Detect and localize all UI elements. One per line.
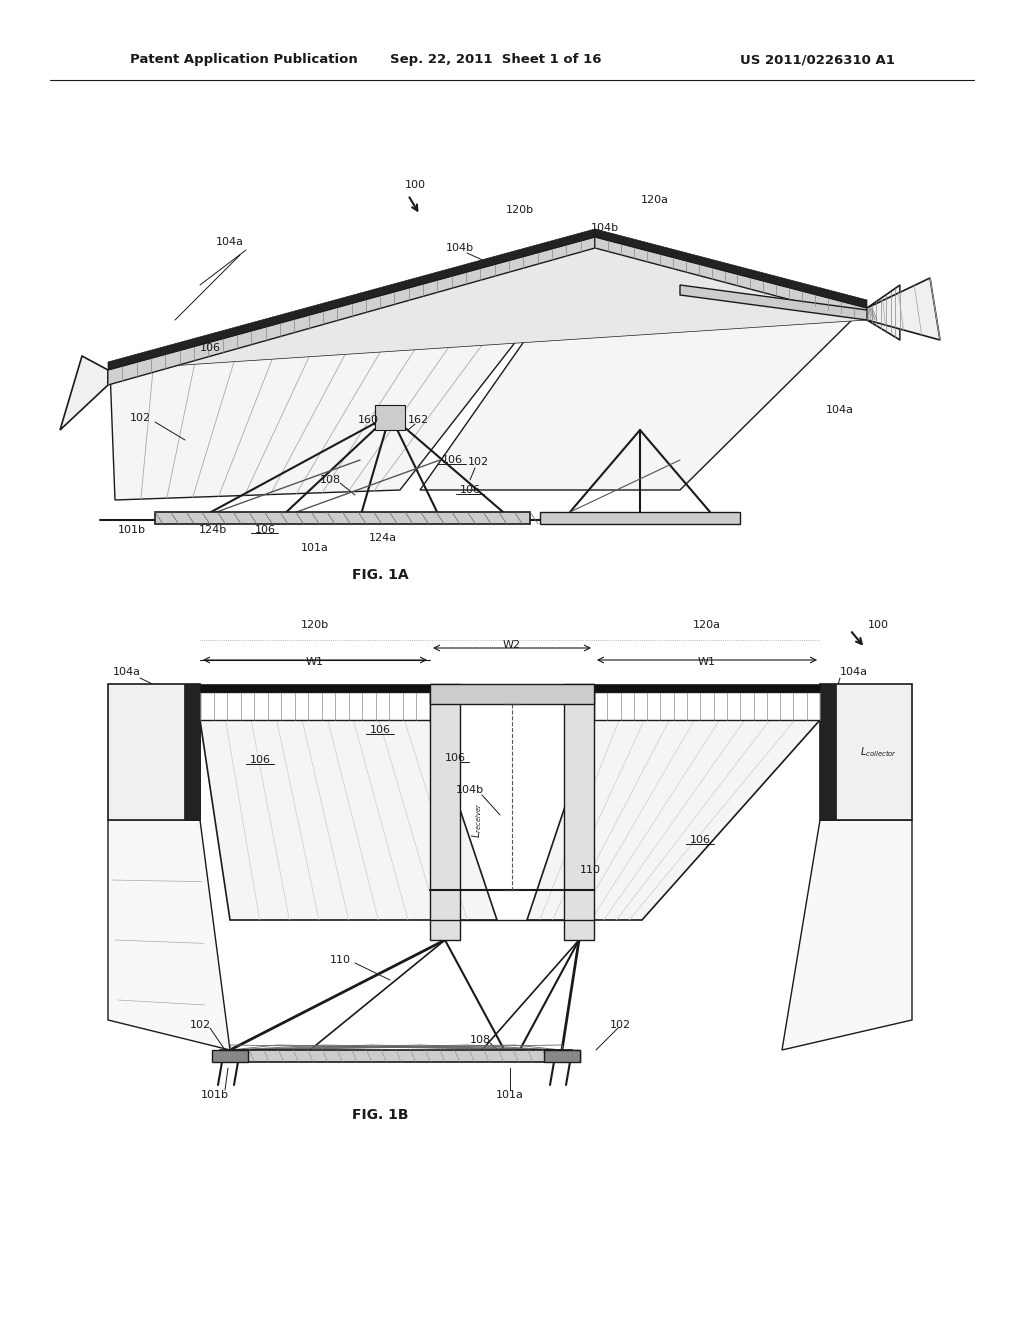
Text: 120a: 120a <box>641 195 669 205</box>
Text: 124a: 124a <box>369 533 397 543</box>
Polygon shape <box>108 684 200 820</box>
Text: 108: 108 <box>469 1035 490 1045</box>
Text: W2: W2 <box>503 640 521 649</box>
Polygon shape <box>220 1049 572 1063</box>
Polygon shape <box>820 684 836 820</box>
Text: 110: 110 <box>580 865 600 875</box>
Text: 100: 100 <box>404 180 426 190</box>
Text: FIG. 1A: FIG. 1A <box>351 568 409 582</box>
Polygon shape <box>184 684 200 820</box>
Text: 160: 160 <box>357 414 379 425</box>
Text: $L_{collector}$: $L_{collector}$ <box>860 744 897 759</box>
Text: Sep. 22, 2011  Sheet 1 of 16: Sep. 22, 2011 Sheet 1 of 16 <box>390 54 601 66</box>
Text: 108: 108 <box>319 475 341 484</box>
Polygon shape <box>60 356 108 430</box>
Text: 106: 106 <box>441 455 463 465</box>
Text: 120a: 120a <box>693 620 721 630</box>
Text: 106: 106 <box>255 525 275 535</box>
Polygon shape <box>544 1049 580 1063</box>
Polygon shape <box>108 238 867 370</box>
Polygon shape <box>200 684 430 692</box>
Polygon shape <box>430 684 594 704</box>
Text: 120b: 120b <box>506 205 535 215</box>
Text: 102: 102 <box>609 1020 631 1030</box>
Text: 106: 106 <box>689 836 711 845</box>
Polygon shape <box>108 820 230 1049</box>
Polygon shape <box>420 240 862 490</box>
Polygon shape <box>375 405 406 430</box>
Text: 104a: 104a <box>113 667 141 677</box>
Polygon shape <box>867 285 900 341</box>
Text: 102: 102 <box>467 457 488 467</box>
Polygon shape <box>108 228 595 370</box>
Text: FIG. 1B: FIG. 1B <box>352 1107 409 1122</box>
Text: 101a: 101a <box>301 543 329 553</box>
Text: 104a: 104a <box>840 667 868 677</box>
Text: 104b: 104b <box>591 223 620 234</box>
Text: 104b: 104b <box>456 785 484 795</box>
Polygon shape <box>155 512 530 524</box>
Polygon shape <box>108 238 595 385</box>
Text: 110: 110 <box>330 954 350 965</box>
Text: $L_{receiver}$: $L_{receiver}$ <box>470 803 484 838</box>
Polygon shape <box>200 692 430 719</box>
Text: Patent Application Publication: Patent Application Publication <box>130 54 357 66</box>
Text: 101a: 101a <box>496 1090 524 1100</box>
Polygon shape <box>594 692 820 719</box>
Polygon shape <box>680 285 867 319</box>
Polygon shape <box>782 820 912 1049</box>
Polygon shape <box>110 240 595 500</box>
Text: 124b: 124b <box>199 525 227 535</box>
Text: W1: W1 <box>306 657 324 667</box>
Polygon shape <box>430 684 460 940</box>
Polygon shape <box>200 719 497 920</box>
Text: 120b: 120b <box>301 620 329 630</box>
Text: 106: 106 <box>200 343 220 352</box>
Text: 102: 102 <box>129 413 151 422</box>
Text: 162: 162 <box>408 414 429 425</box>
Polygon shape <box>595 238 867 319</box>
Polygon shape <box>212 1049 248 1063</box>
Text: 104a: 104a <box>826 405 854 414</box>
Text: 100: 100 <box>867 620 889 630</box>
Text: 106: 106 <box>370 725 390 735</box>
Text: 106: 106 <box>460 484 480 495</box>
Polygon shape <box>594 684 820 692</box>
Text: 101b: 101b <box>201 1090 229 1100</box>
Text: 106: 106 <box>250 755 270 766</box>
Polygon shape <box>527 719 820 920</box>
Polygon shape <box>540 512 740 524</box>
Text: 104b: 104b <box>445 243 474 253</box>
Text: US 2011/0226310 A1: US 2011/0226310 A1 <box>740 54 895 66</box>
Polygon shape <box>820 684 912 820</box>
Polygon shape <box>867 279 940 341</box>
Polygon shape <box>564 684 594 940</box>
Text: W1: W1 <box>698 657 716 667</box>
Polygon shape <box>544 1049 580 1063</box>
Polygon shape <box>595 228 867 308</box>
Text: 101b: 101b <box>118 525 146 535</box>
Text: 102: 102 <box>189 1020 211 1030</box>
Text: 106: 106 <box>444 752 466 763</box>
Text: 104a: 104a <box>216 238 244 247</box>
